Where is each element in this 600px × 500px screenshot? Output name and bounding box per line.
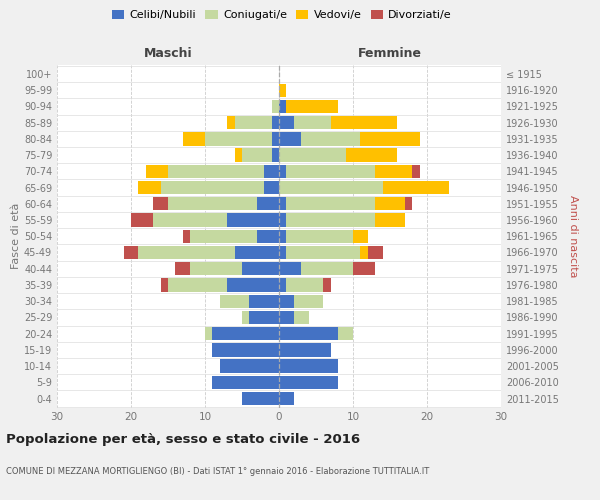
Text: Maschi: Maschi (143, 47, 193, 60)
Bar (353, 230, 368, 243)
Bar (286, 100, 338, 113)
Bar (235, 116, 272, 130)
Bar (279, 311, 294, 324)
Bar (146, 164, 168, 178)
Text: COMUNE DI MEZZANA MORTIGLIENGO (BI) - Dati ISTAT 1° gennaio 2016 - Elaborazione : COMUNE DI MEZZANA MORTIGLIENGO (BI) - Da… (6, 468, 429, 476)
Legend: Celibi/Nubili, Coniugati/e, Vedovi/e, Divorziati/e: Celibi/Nubili, Coniugati/e, Vedovi/e, Di… (107, 6, 457, 25)
Text: Popolazione per età, sesso e stato civile - 2016: Popolazione per età, sesso e stato civil… (6, 432, 360, 446)
Bar (272, 148, 279, 162)
Bar (279, 246, 286, 259)
Bar (272, 100, 279, 113)
Bar (183, 132, 205, 145)
Bar (323, 278, 331, 291)
Bar (235, 148, 242, 162)
Bar (153, 197, 168, 210)
Bar (279, 230, 286, 243)
Bar (139, 246, 235, 259)
Bar (375, 164, 412, 178)
Bar (190, 230, 257, 243)
Bar (294, 311, 308, 324)
Bar (161, 181, 264, 194)
Bar (294, 116, 331, 130)
Bar (220, 294, 250, 308)
Bar (361, 132, 419, 145)
Bar (279, 343, 331, 356)
Bar (286, 164, 375, 178)
Bar (361, 246, 368, 259)
Y-axis label: Fasce di età: Fasce di età (11, 203, 21, 270)
Bar (168, 197, 257, 210)
Bar (183, 230, 190, 243)
Bar (227, 116, 235, 130)
Bar (153, 214, 227, 226)
Bar (412, 164, 419, 178)
Bar (286, 278, 323, 291)
Bar (242, 311, 250, 324)
Bar (294, 294, 323, 308)
Bar (212, 376, 279, 389)
Bar (139, 181, 161, 194)
Bar (279, 164, 286, 178)
Bar (257, 230, 279, 243)
Bar (286, 246, 361, 259)
Bar (331, 116, 397, 130)
Bar (220, 360, 279, 373)
Bar (346, 148, 397, 162)
Bar (131, 214, 153, 226)
Bar (279, 392, 294, 405)
Bar (301, 132, 361, 145)
Bar (353, 262, 375, 276)
Bar (250, 294, 279, 308)
Bar (279, 148, 346, 162)
Bar (212, 343, 279, 356)
Bar (250, 311, 279, 324)
Bar (279, 262, 301, 276)
Bar (301, 262, 353, 276)
Text: Femmine: Femmine (358, 47, 422, 60)
Bar (161, 278, 168, 291)
Bar (272, 132, 279, 145)
Bar (286, 197, 375, 210)
Bar (175, 262, 190, 276)
Bar (242, 392, 279, 405)
Bar (375, 197, 405, 210)
Bar (257, 197, 279, 210)
Bar (279, 376, 338, 389)
Bar (279, 294, 294, 308)
Bar (279, 214, 286, 226)
Bar (279, 116, 294, 130)
Bar (205, 132, 272, 145)
Bar (286, 214, 375, 226)
Bar (264, 164, 279, 178)
Bar (272, 116, 279, 130)
Bar (212, 327, 279, 340)
Bar (405, 197, 412, 210)
Bar (383, 181, 449, 194)
Bar (242, 148, 272, 162)
Y-axis label: Anni di nascita: Anni di nascita (568, 195, 578, 278)
Bar (279, 132, 301, 145)
Bar (279, 327, 338, 340)
Bar (368, 246, 383, 259)
Bar (168, 278, 227, 291)
Bar (124, 246, 139, 259)
Bar (286, 230, 353, 243)
Bar (168, 164, 264, 178)
Bar (279, 84, 286, 97)
Bar (279, 181, 383, 194)
Bar (264, 181, 279, 194)
Bar (279, 278, 286, 291)
Bar (279, 360, 338, 373)
Bar (227, 278, 279, 291)
Bar (279, 197, 286, 210)
Bar (279, 100, 286, 113)
Bar (375, 214, 405, 226)
Bar (190, 262, 242, 276)
Bar (205, 327, 212, 340)
Bar (242, 262, 279, 276)
Bar (235, 246, 279, 259)
Bar (338, 327, 353, 340)
Bar (227, 214, 279, 226)
